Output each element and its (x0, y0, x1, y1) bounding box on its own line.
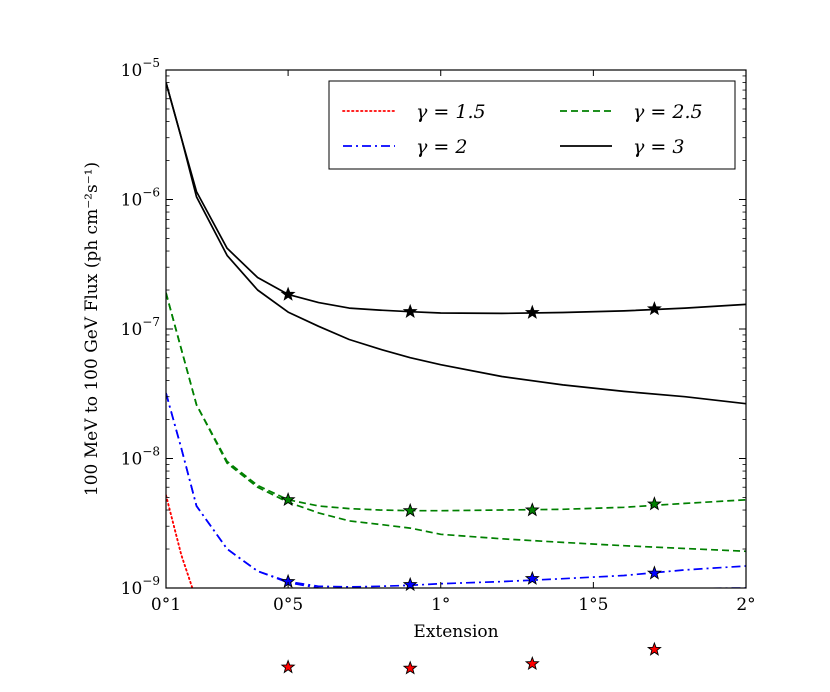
series-line-3-curve_b (166, 82, 746, 405)
star-marker (524, 656, 540, 671)
plot-frame (165, 69, 747, 589)
star-marker (402, 660, 418, 675)
star-marker (646, 301, 662, 316)
x-tick-label: 0°1 (151, 595, 181, 615)
x-tick-label: 1°5 (578, 595, 608, 615)
series-layer (166, 82, 746, 588)
star-marker (646, 565, 662, 580)
y-tick-label: 10−6 (121, 186, 160, 211)
legend-box (328, 80, 736, 170)
star-marker (524, 304, 540, 319)
legend-label: γ = 1.5 (416, 101, 486, 123)
y-tick-label: 10−5 (121, 56, 160, 81)
y-tick-label: 10−7 (121, 315, 160, 340)
series-line-1-curve_a (166, 392, 746, 588)
legend: γ = 1.5 γ = 2 γ = 2.5 γ = 3 (328, 80, 736, 170)
star-marker (280, 286, 296, 301)
x-axis-label: Extension (413, 622, 498, 642)
star-marker (280, 492, 296, 507)
star-marker (524, 502, 540, 517)
legend-label: γ = 3 (633, 136, 684, 158)
star-marker (524, 570, 540, 585)
star-marker (402, 303, 418, 319)
tick-label-layer: 0°1 0°5 1° 1°5 2° 10−9 10−8 10−7 10−6 10−5 (121, 56, 756, 615)
star-marker (280, 659, 296, 674)
star-marker (402, 502, 418, 518)
y-tick-label: 10−9 (121, 574, 160, 599)
marker-layer (280, 286, 662, 675)
series-line-2-curve_b (166, 292, 746, 553)
y-tick-label: 10−8 (121, 445, 160, 470)
legend-label: γ = 2 (416, 136, 467, 158)
y-axis-label: 100 MeV to 100 GeV Flux (ph cm⁻²s⁻¹) (82, 162, 102, 496)
x-tick-label: 2° (736, 595, 755, 615)
legend-label: γ = 2.5 (633, 101, 703, 123)
star-marker (646, 496, 662, 511)
x-tick-label: 0°5 (273, 595, 303, 615)
star-marker (646, 641, 662, 656)
x-tick-label: 1° (431, 595, 450, 615)
series-line-3-curve_a (166, 82, 746, 315)
